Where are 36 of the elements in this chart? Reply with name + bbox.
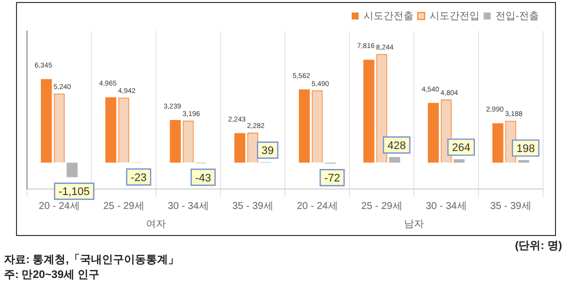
x-tick-label: 35 - 39세 <box>490 200 532 212</box>
text: 주: 만20~39세 인구 <box>4 268 101 283</box>
bar <box>518 160 530 163</box>
x-tick-label: 30 - 34세 <box>168 200 209 212</box>
data-label: 198 <box>516 143 535 156</box>
bar <box>492 123 504 163</box>
x-tick-label: 20 - 24세 <box>296 200 338 212</box>
data-label: 428 <box>387 140 406 152</box>
text: 남자 <box>404 218 424 230</box>
text: 여자 <box>146 218 166 230</box>
x-tick-label: 35 - 39세 <box>232 200 274 212</box>
x-tick-label: 25 - 29세 <box>103 200 144 212</box>
data-label: -72 <box>324 172 340 185</box>
bar <box>428 102 439 163</box>
legend-label: 시도간전출 <box>364 10 414 22</box>
legend-label: 시도간전입 <box>430 10 480 22</box>
text: 자료: 통계청,「국내인구이동통계」 <box>4 253 180 268</box>
bar <box>454 159 465 163</box>
legend-label: 전입-전출 <box>496 10 540 22</box>
x-tick-label: 30 - 34세 <box>426 200 467 212</box>
bar <box>363 60 374 163</box>
bar <box>105 97 116 163</box>
data-label: -23 <box>130 172 147 184</box>
bar <box>170 120 181 163</box>
x-tick-label: 25 - 29세 <box>361 200 402 212</box>
bar <box>298 89 310 163</box>
bar <box>66 162 78 178</box>
text: (단위: 명) <box>514 239 562 253</box>
bar <box>389 157 400 163</box>
data-label: 39 <box>262 145 274 158</box>
data-label: 264 <box>452 142 470 154</box>
x-tick-label: 20 - 24세 <box>38 200 80 212</box>
data-label: -43 <box>195 172 212 184</box>
data-label: -1,105 <box>58 186 90 198</box>
bar <box>40 79 52 163</box>
bar <box>234 133 246 163</box>
